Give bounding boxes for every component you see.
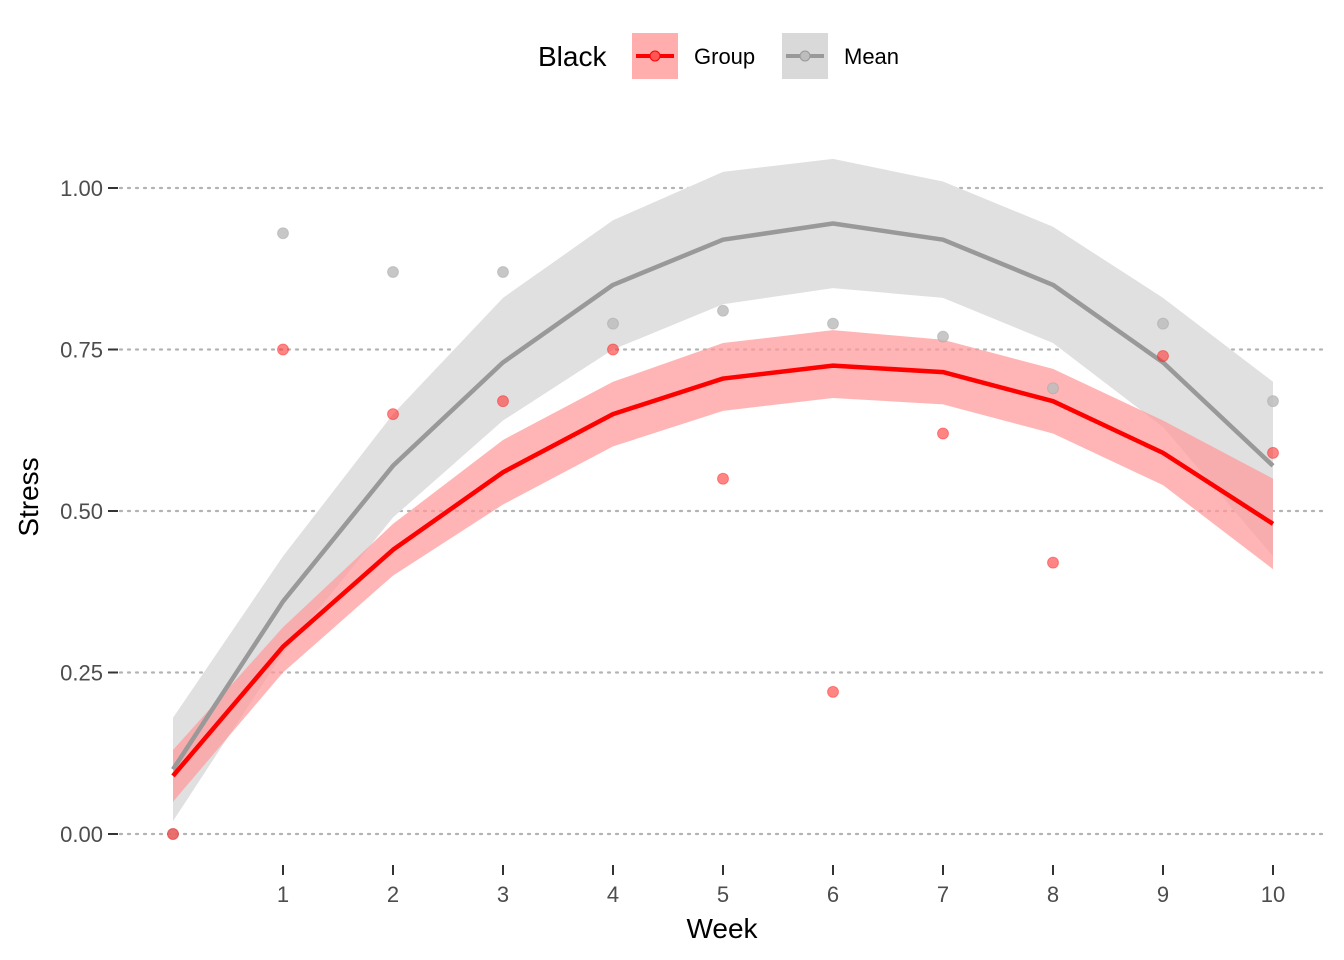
confidence-ribbons — [173, 158, 1273, 822]
mean-point — [717, 304, 729, 317]
x-tick-label: 9 — [1157, 882, 1169, 907]
mean-point — [497, 265, 509, 278]
y-axis-title: Stress — [13, 457, 44, 536]
legend: Black Group Mean — [538, 33, 899, 79]
group-point — [1047, 556, 1059, 569]
group-fit-line — [171, 363, 1275, 778]
group-point — [387, 408, 399, 421]
legend-key-group-dot — [649, 50, 661, 62]
y-tick-label: 0.75 — [60, 338, 103, 363]
legend-label-mean: Mean — [844, 44, 899, 69]
mean-confidence-ribbon — [173, 158, 1273, 822]
x-axis-title: Week — [686, 913, 758, 944]
group-point — [717, 472, 729, 485]
group-point — [277, 343, 289, 356]
y-tick-label: 1.00 — [60, 176, 103, 201]
mean-point — [1157, 317, 1169, 330]
x-tick-label: 3 — [497, 882, 509, 907]
x-tick-label: 2 — [387, 882, 399, 907]
group-confidence-ribbon — [173, 330, 1273, 802]
y-tick-label: 0.50 — [60, 499, 103, 524]
y-tick-label: 0.25 — [60, 661, 103, 686]
group-point — [497, 395, 509, 408]
x-tick-label: 6 — [827, 882, 839, 907]
group-point — [167, 828, 179, 840]
y-tick-label: 0.00 — [60, 822, 103, 847]
x-tick-label: 5 — [717, 882, 729, 907]
legend-entry-mean: Mean — [782, 33, 899, 79]
legend-label-group: Group — [694, 44, 755, 69]
x-tick-label: 7 — [937, 882, 949, 907]
mean-point — [1047, 382, 1059, 395]
group-point — [1157, 349, 1169, 362]
mean-point — [1267, 395, 1279, 408]
group-point — [937, 427, 949, 440]
observed-points — [167, 227, 1279, 840]
x-tick-label: 8 — [1047, 882, 1059, 907]
mean-fit-line — [171, 221, 1275, 771]
mean-point — [277, 227, 289, 240]
group-point — [607, 343, 619, 356]
group-point — [1267, 446, 1279, 459]
group-point — [827, 685, 839, 698]
x-tick-label: 4 — [607, 882, 619, 907]
legend-entry-group: Group — [632, 33, 755, 79]
mean-point — [937, 330, 949, 343]
mean-point — [827, 317, 839, 330]
x-tick-label: 10 — [1261, 882, 1285, 907]
mean-point — [607, 317, 619, 330]
axes: 0.00 0.25 0.50 0.75 1.00 1 2 3 4 5 6 7 8 9 10 — [60, 176, 1285, 907]
legend-title: Black — [538, 41, 607, 72]
fit-lines — [171, 221, 1275, 778]
x-tick-label: 1 — [277, 882, 289, 907]
legend-key-mean-dot — [799, 50, 811, 62]
mean-point — [387, 265, 399, 278]
